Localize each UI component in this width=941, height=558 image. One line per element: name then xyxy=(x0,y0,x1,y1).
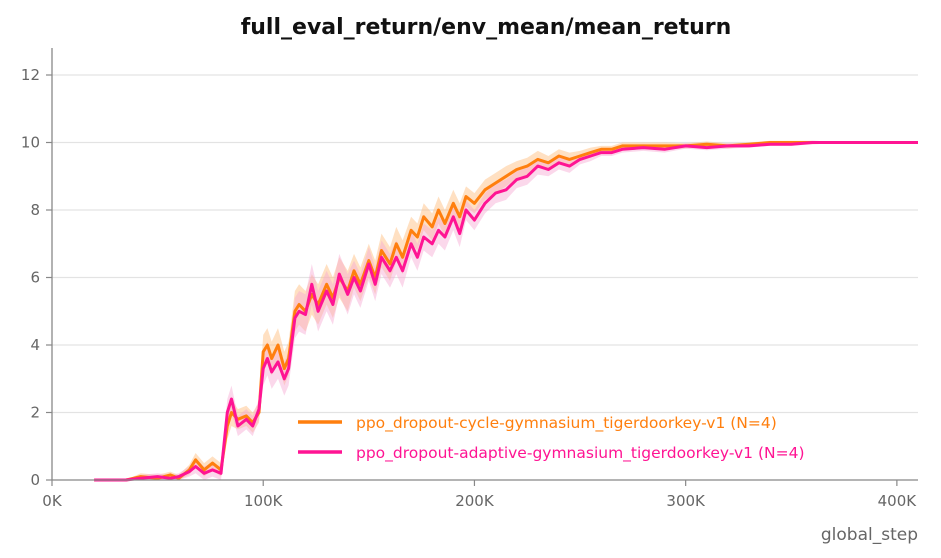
legend-label-0: ppo_dropout-cycle-gymnasium_tigerdoorkey… xyxy=(356,414,777,433)
x-tick-label-2: 200K xyxy=(455,492,495,510)
x-tick-label-0: 0K xyxy=(42,492,63,510)
y-tick-label-4: 8 xyxy=(30,201,40,219)
chart-title: full_eval_return/env_mean/mean_return xyxy=(241,15,732,40)
series-lines xyxy=(94,141,918,482)
y-tick-label-5: 10 xyxy=(21,134,40,152)
x-tick-label-1: 100K xyxy=(244,492,284,510)
grid-lines xyxy=(52,74,918,414)
y-tick-label-6: 12 xyxy=(21,66,40,84)
x-tick-label-4: 400K xyxy=(878,492,918,510)
legend: ppo_dropout-cycle-gymnasium_tigerdoorkey… xyxy=(298,414,805,463)
series-line-1 xyxy=(94,141,918,482)
legend-label-1: ppo_dropout-adaptive-gymnasium_tigerdoor… xyxy=(356,444,805,463)
y-tick-label-0: 0 xyxy=(30,471,40,489)
x-axis-label: global_step xyxy=(821,525,918,545)
y-tick-label-3: 6 xyxy=(30,269,40,287)
y-axis-ticks: 0 2 4 6 8 10 12 xyxy=(21,66,52,489)
axes xyxy=(51,48,918,481)
y-tick-label-2: 4 xyxy=(30,336,40,354)
x-tick-label-3: 300K xyxy=(666,492,706,510)
y-tick-label-1: 2 xyxy=(30,404,40,422)
x-axis-ticks: 0K 100K 200K 300K 400K xyxy=(42,480,917,510)
